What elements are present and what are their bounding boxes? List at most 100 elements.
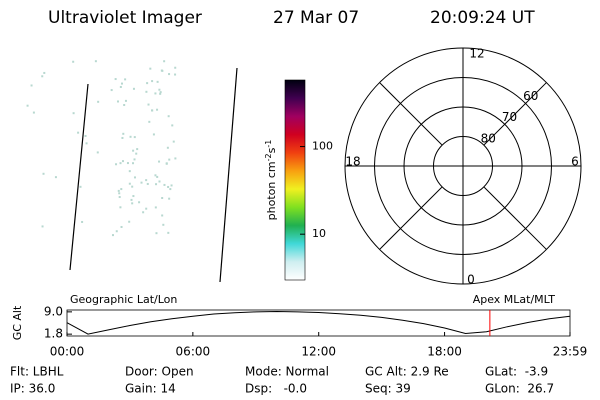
pixel	[115, 230, 118, 233]
footer-field: GLat: -3.9	[485, 365, 548, 379]
pixel	[142, 211, 145, 214]
pixel	[133, 176, 136, 179]
pixel	[128, 182, 131, 185]
pixel	[135, 152, 138, 155]
pixel	[72, 112, 75, 115]
label-part: -2	[264, 153, 273, 161]
pixel	[159, 91, 162, 94]
pixel	[130, 198, 133, 201]
pixel	[169, 188, 172, 191]
colorbar-label: photon cm-2s-1	[264, 140, 279, 221]
pixel	[151, 109, 154, 112]
mlt-label: 18	[345, 155, 360, 169]
pixel	[124, 99, 127, 102]
footer-field: Dsp: -0.0	[245, 382, 307, 396]
pixel	[154, 174, 157, 177]
pixel	[32, 111, 35, 114]
pixel	[30, 84, 33, 87]
pixel	[42, 172, 45, 175]
pixel	[81, 220, 84, 223]
pixel	[132, 87, 135, 90]
ring-label: 70	[502, 110, 517, 124]
apex-label: Apex MLat/MLT	[473, 293, 556, 306]
pixel	[174, 157, 177, 160]
pixel	[124, 78, 127, 81]
pixel	[41, 225, 44, 228]
pixel	[172, 140, 175, 143]
footer-field: Seq: 39	[365, 382, 411, 396]
polar-diagonal	[379, 82, 443, 146]
pixel	[158, 180, 161, 183]
pixel	[128, 220, 131, 223]
pixel	[171, 124, 174, 127]
mlt-label: 6	[571, 155, 579, 169]
pixel	[132, 149, 135, 152]
pixel	[120, 225, 123, 228]
pixel	[133, 158, 136, 161]
pixel	[129, 135, 132, 138]
polar-diagonal	[483, 186, 547, 250]
pixel	[119, 85, 122, 88]
geo-label: Geographic Lat/Lon	[70, 293, 177, 306]
y-label: GC Alt	[11, 305, 24, 340]
mlt-label: 12	[469, 47, 484, 61]
time: 20:09:24 UT	[430, 8, 535, 28]
pixel	[77, 131, 80, 134]
pixel	[156, 108, 159, 111]
pixel	[167, 231, 170, 234]
mlt-label: 0	[467, 273, 475, 287]
pixel	[121, 160, 124, 163]
pixel	[145, 207, 148, 210]
polar-diagonal	[483, 82, 547, 146]
pixel	[117, 189, 120, 192]
pixel	[167, 185, 170, 188]
pixel	[111, 234, 114, 237]
footer-field: IP: 36.0	[10, 382, 55, 396]
pixel	[146, 182, 149, 185]
pixel	[167, 115, 170, 118]
pixel	[163, 60, 166, 63]
pixel	[119, 206, 122, 209]
pixel	[131, 202, 134, 205]
pixel	[154, 92, 157, 95]
colorbar-tick-label: 10	[312, 227, 326, 240]
meridian-line	[69, 83, 89, 271]
pixel	[168, 73, 171, 76]
altitude-curve	[66, 310, 571, 335]
x-tick-label: 06:00	[176, 345, 211, 359]
date: 27 Mar 07	[273, 8, 359, 28]
y-tick-label: 9.0	[44, 304, 63, 318]
y-tick-label: 1.8	[44, 327, 63, 341]
pixel	[84, 134, 87, 137]
pixel	[168, 158, 171, 161]
pixel	[138, 201, 141, 204]
pixel	[154, 206, 157, 209]
pixel	[147, 103, 150, 106]
pixel	[152, 133, 155, 136]
pixel	[119, 162, 122, 165]
footer-field: GLon: 26.7	[485, 382, 554, 396]
pixel	[110, 89, 113, 92]
image-panel	[26, 60, 238, 283]
pixel	[121, 136, 124, 139]
footer-field: Door: Open	[125, 365, 194, 379]
pixel	[132, 162, 135, 165]
label-part: -1	[264, 140, 273, 148]
pixel	[170, 184, 173, 187]
pixel	[126, 162, 129, 165]
pixel	[72, 60, 75, 63]
pixel	[158, 88, 161, 91]
footer-field: GC Alt: 2.9 Re	[365, 365, 449, 379]
pixel	[120, 82, 123, 85]
pixel	[145, 90, 148, 93]
pixel	[168, 197, 171, 200]
pixel	[133, 136, 136, 139]
pixel	[174, 66, 177, 69]
pixel	[41, 75, 44, 78]
pixel	[140, 181, 143, 184]
pixel	[146, 82, 149, 85]
pixel	[26, 104, 29, 107]
pixel	[123, 104, 126, 107]
pixel	[156, 175, 159, 178]
pixel	[136, 148, 139, 151]
